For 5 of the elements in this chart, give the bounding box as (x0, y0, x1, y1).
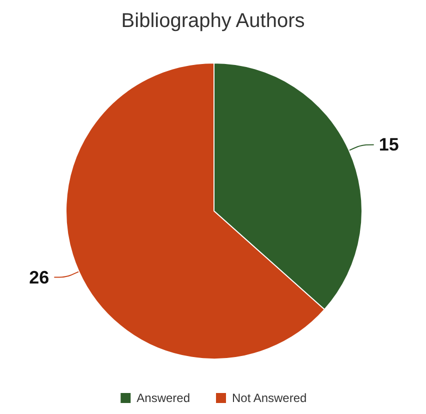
data-label: 15 (378, 134, 399, 155)
legend-label: Answered (136, 391, 190, 405)
legend-label: Not Answered (232, 391, 307, 405)
chart-title: Bibliography Authors (121, 10, 305, 32)
data-label: 26 (29, 267, 50, 288)
